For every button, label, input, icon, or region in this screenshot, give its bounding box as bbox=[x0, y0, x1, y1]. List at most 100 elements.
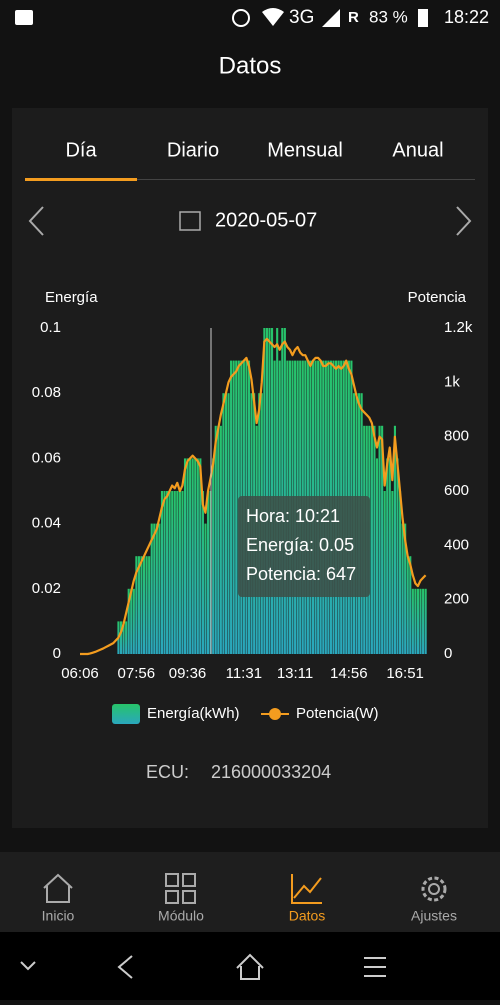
back-button[interactable] bbox=[117, 955, 133, 979]
bar bbox=[119, 621, 123, 654]
bar bbox=[422, 588, 425, 654]
y2-tick-label: 600 bbox=[444, 482, 469, 499]
bar bbox=[414, 588, 417, 654]
tooltip-text: Potencia: 647 bbox=[246, 564, 356, 584]
bar bbox=[212, 458, 215, 654]
ecu-label: ECU: bbox=[146, 762, 189, 782]
y-tick-label: 0.08 bbox=[32, 384, 61, 401]
calendar-icon[interactable] bbox=[179, 211, 201, 231]
tab[interactable]: Mensual bbox=[267, 139, 343, 161]
signal-icon bbox=[322, 9, 340, 27]
bar bbox=[160, 491, 164, 654]
nav-label[interactable]: Módulo bbox=[158, 908, 204, 924]
bar bbox=[155, 523, 158, 654]
bar bbox=[166, 491, 169, 654]
tab[interactable]: Día bbox=[65, 139, 97, 161]
bar bbox=[176, 491, 179, 654]
bar bbox=[232, 360, 235, 654]
bar bbox=[183, 458, 187, 654]
module-icon[interactable] bbox=[165, 873, 196, 904]
line bbox=[80, 337, 427, 656]
bar bbox=[148, 556, 151, 654]
legend-label: Energía(kWh) bbox=[147, 705, 240, 722]
bar bbox=[137, 556, 140, 654]
y2-tick-label: 200 bbox=[444, 591, 469, 608]
y-tick-label: 0.1 bbox=[40, 319, 61, 336]
bar bbox=[271, 328, 274, 654]
bar bbox=[224, 393, 228, 654]
wifi-icon bbox=[262, 8, 284, 26]
bar bbox=[132, 588, 135, 654]
bar bbox=[150, 523, 153, 654]
bar bbox=[381, 425, 384, 654]
battery-level: 83 % bbox=[369, 7, 408, 26]
tab[interactable]: Anual bbox=[392, 139, 443, 161]
roaming: R bbox=[348, 9, 359, 26]
settings-icon-center bbox=[428, 883, 440, 895]
bar bbox=[145, 556, 148, 654]
bar bbox=[378, 425, 381, 654]
bar bbox=[375, 458, 379, 654]
x-tick-label: 13:11 bbox=[277, 665, 313, 682]
alarm-icon bbox=[232, 9, 250, 27]
bar bbox=[411, 588, 414, 654]
bar bbox=[163, 491, 166, 654]
bar bbox=[406, 556, 409, 654]
collapse-button[interactable] bbox=[20, 961, 36, 971]
y2-axis-label: Potencia bbox=[408, 289, 467, 306]
x-tick-label: 11:31 bbox=[226, 665, 262, 682]
bar bbox=[281, 328, 284, 654]
y-tick-label: 0.02 bbox=[32, 580, 61, 597]
legend-label: Potencia(W) bbox=[296, 705, 379, 722]
bar bbox=[391, 491, 394, 654]
tab[interactable]: Diario bbox=[167, 139, 219, 161]
bar bbox=[196, 458, 199, 654]
bar bbox=[143, 556, 146, 654]
bar bbox=[399, 491, 402, 654]
x-tick-label: 07:56 bbox=[118, 665, 156, 682]
bottom-nav bbox=[0, 852, 500, 932]
bar bbox=[201, 491, 204, 654]
home-button[interactable] bbox=[236, 953, 264, 980]
y2-tick-label: 0 bbox=[444, 645, 452, 662]
prev-button[interactable] bbox=[28, 206, 44, 236]
bar bbox=[217, 425, 220, 654]
bar bbox=[178, 491, 181, 654]
clock: 18:22 bbox=[444, 7, 489, 27]
bar bbox=[386, 458, 389, 654]
bar bbox=[153, 523, 156, 654]
bar bbox=[388, 458, 391, 654]
bar bbox=[130, 588, 133, 654]
settings-icon[interactable] bbox=[421, 876, 447, 902]
bar bbox=[199, 458, 202, 654]
nav-label[interactable]: Datos bbox=[289, 908, 326, 924]
nav-label[interactable]: Ajustes bbox=[411, 908, 457, 924]
menu-button[interactable] bbox=[364, 957, 386, 977]
nav-label[interactable]: Inicio bbox=[42, 908, 75, 924]
y-axis-label: Energía bbox=[45, 289, 98, 306]
bar bbox=[122, 621, 125, 654]
next-button[interactable] bbox=[456, 206, 472, 236]
tooltip-text: Hora: 10:21 bbox=[246, 506, 340, 526]
bar bbox=[404, 523, 407, 654]
legend-swatch bbox=[112, 704, 140, 724]
tooltip-text: Energía: 0.05 bbox=[246, 535, 354, 555]
bar bbox=[158, 523, 161, 654]
bar bbox=[168, 491, 171, 654]
bar bbox=[268, 328, 271, 654]
battery-icon bbox=[418, 9, 428, 27]
date[interactable]: 2020-05-07 bbox=[215, 209, 317, 231]
data-icon[interactable] bbox=[291, 874, 322, 904]
y-tick-label: 0.06 bbox=[32, 449, 61, 466]
x-tick-label: 16:51 bbox=[386, 665, 424, 682]
bar bbox=[125, 621, 128, 654]
bar bbox=[189, 458, 192, 654]
bar bbox=[283, 328, 286, 654]
y2-tick-label: 1.2k bbox=[444, 319, 473, 336]
home-icon[interactable] bbox=[43, 873, 73, 903]
x-tick-label: 14:56 bbox=[330, 665, 368, 682]
bar bbox=[393, 425, 396, 654]
bar bbox=[419, 588, 422, 654]
bar bbox=[265, 328, 268, 654]
